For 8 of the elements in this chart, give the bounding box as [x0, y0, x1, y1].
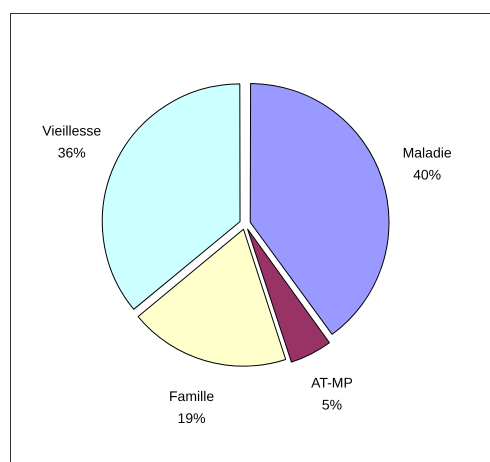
data-label: 36% [58, 144, 86, 160]
data-label: 5% [322, 396, 342, 412]
slice-label: Maladie [402, 144, 452, 161]
data-label: 19% [178, 410, 206, 426]
data-label: 40% [413, 166, 442, 183]
slice-label: AT-MP [311, 374, 353, 390]
slice-label: Famille [169, 388, 214, 404]
slice-label: Vieillesse [42, 122, 102, 138]
